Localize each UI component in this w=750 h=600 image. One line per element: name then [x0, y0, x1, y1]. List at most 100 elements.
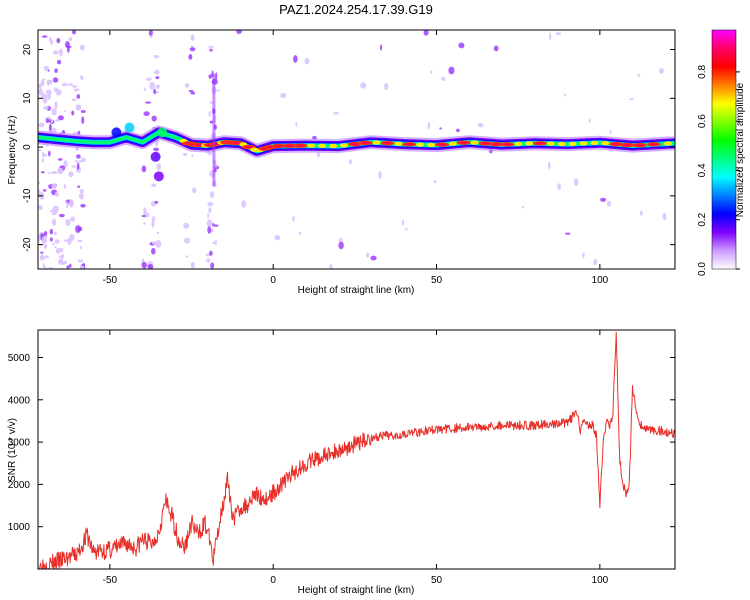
spectrogram-peak: [448, 141, 457, 146]
spectrogram-noise-blob: [65, 218, 71, 227]
spectrogram-peak: [427, 142, 436, 148]
spectrogram-noise-blob: [78, 193, 84, 200]
spectrogram-peak-core: [492, 143, 501, 146]
spectrogram-peak: [394, 141, 403, 147]
spectrogram-peak-core: [649, 143, 658, 146]
spectrogram-noise-blob: [69, 263, 72, 268]
spectrogram-noise-blob: [76, 162, 80, 171]
spectrogram-noise-blob: [148, 30, 153, 37]
spectrogram-noise-blob: [609, 130, 612, 135]
spectrogram-noise-blob: [52, 50, 59, 55]
snr-x-tick-label: 50: [431, 575, 443, 586]
spectrogram-blob: [111, 127, 122, 138]
spectrogram-x-label: Height of straight line (km): [298, 285, 415, 296]
spectrogram-noise-blob: [53, 87, 59, 92]
spectrogram-noise-blob: [280, 92, 287, 98]
spectrogram-peak-core: [437, 143, 446, 146]
spectrogram-x-axis: -50 0 50 100: [103, 30, 609, 286]
spectrogram-noise-blob: [573, 178, 579, 187]
spectrogram-peak: [514, 141, 523, 147]
spectrogram-noise-blob: [295, 121, 298, 128]
spectrogram-peak-core: [612, 143, 621, 146]
spectrogram-noise-blob: [69, 199, 74, 208]
spectrogram-noise-blob: [42, 236, 48, 239]
spectrogram-noise-blob: [153, 88, 156, 95]
spectrogram-noise-blob: [77, 259, 84, 263]
spectrogram-noise-blob: [206, 219, 213, 228]
colorbar-gradient: [711, 29, 737, 270]
spectrogram-noise-blob: [316, 151, 321, 158]
spectrogram-peak-core: [274, 145, 283, 148]
spectrogram-noise-blob: [65, 41, 70, 49]
spectrogram-noise-blob: [456, 128, 460, 133]
spectrogram-noise-blob: [206, 258, 211, 263]
spectrogram-peak: [307, 143, 316, 148]
spectrogram-noise-blob: [329, 263, 333, 269]
spectrogram-y-axis: -20 -10 0 10 20: [22, 44, 675, 252]
spectrogram-noise-blob: [215, 89, 221, 92]
spectrogram-noise-blob: [70, 216, 76, 222]
colorbar-label: Normalized spectral amplitude: [735, 82, 746, 217]
spectrogram-peak-core: [405, 143, 414, 146]
spectrogram-noise-blob: [155, 76, 160, 80]
spectrogram-noise-blob: [58, 48, 63, 57]
spectrogram-peak-core: [481, 142, 490, 145]
spectrogram-noise-blob: [45, 89, 52, 95]
spectrogram-noise-blob: [404, 228, 408, 231]
spectrogram-noise-blob: [153, 147, 160, 152]
spectrogram-noise-blob: [348, 159, 353, 165]
spectrogram-noise-blob: [427, 122, 431, 130]
spectrogram-noise-blob: [76, 154, 81, 159]
spectrogram-noise-blob: [52, 205, 59, 214]
spectrogram-noise-blob: [141, 214, 146, 218]
spectrogram-noise-blob: [183, 222, 190, 229]
spectrogram-noise-blob: [53, 231, 57, 236]
spectrogram-peak: [470, 140, 479, 145]
spectrogram-noise-blob: [38, 83, 42, 89]
snr-y-tick-label: 3000: [8, 438, 31, 449]
spectrogram-noise-blob: [600, 197, 607, 202]
spectrogram-noise-blob: [185, 255, 189, 258]
spectrogram-noise-blob: [188, 53, 193, 60]
spectrogram-peak-core: [285, 144, 294, 147]
spectrogram-noise-blob: [143, 87, 146, 92]
spectrogram-peak: [601, 140, 610, 146]
spectrogram-noise-blob: [207, 201, 214, 207]
spectrogram-peak: [372, 140, 381, 145]
spectrogram-noise-blob: [184, 82, 190, 89]
spectrogram-y-label: Frequency (Hz): [7, 116, 18, 185]
spectrogram-noise-blob: [210, 262, 215, 269]
spectrogram-frame: [37, 29, 676, 270]
snr-y-tick-label: 1000: [8, 522, 31, 533]
spectrogram-noise-blob: [38, 122, 45, 128]
spectrogram-noise-blob: [53, 246, 57, 249]
spectrogram-peak: [568, 141, 577, 147]
spectrogram-noise-blob: [54, 239, 60, 244]
spectrogram-noise-blob: [155, 239, 162, 248]
spectrogram-blob: [153, 171, 164, 182]
spectrogram-noise-blob: [192, 187, 197, 194]
spectrogram-noise-blob: [209, 101, 214, 104]
spectrogram-noise-blob: [58, 258, 64, 266]
colorbar: 0.0 0.2 0.4 0.6 0.8 Normalized spectral ampl…: [697, 29, 746, 276]
spectrogram-noise-blob: [211, 242, 218, 245]
spectrogram-noise-blob: [207, 226, 212, 234]
spectrogram-noise-blob: [38, 181, 41, 185]
spectrogram-noise-blob: [63, 239, 68, 242]
spectrogram-noise-blob: [156, 231, 160, 234]
spectrogram-blob: [157, 127, 168, 138]
spectrogram-noise-blob: [80, 76, 84, 81]
snr-content: [38, 331, 675, 569]
spectrogram-noise-blob: [51, 212, 58, 216]
spectrogram-noise-blob: [76, 94, 81, 99]
spectrogram-noise-blob: [209, 250, 213, 256]
spectrogram-noise-blob: [637, 74, 641, 77]
spectrogram-noise-blob: [209, 120, 214, 124]
spectrogram-noise-blob: [430, 70, 433, 75]
spectrogram-peak: [329, 143, 338, 149]
spectrogram-noise-blob: [379, 44, 383, 51]
spectrogram-noise-blob: [79, 189, 84, 194]
spectrogram-noise-blob: [47, 92, 51, 100]
spectrogram-noise-blob: [50, 237, 53, 242]
spectrogram-noise-blob: [548, 32, 552, 41]
